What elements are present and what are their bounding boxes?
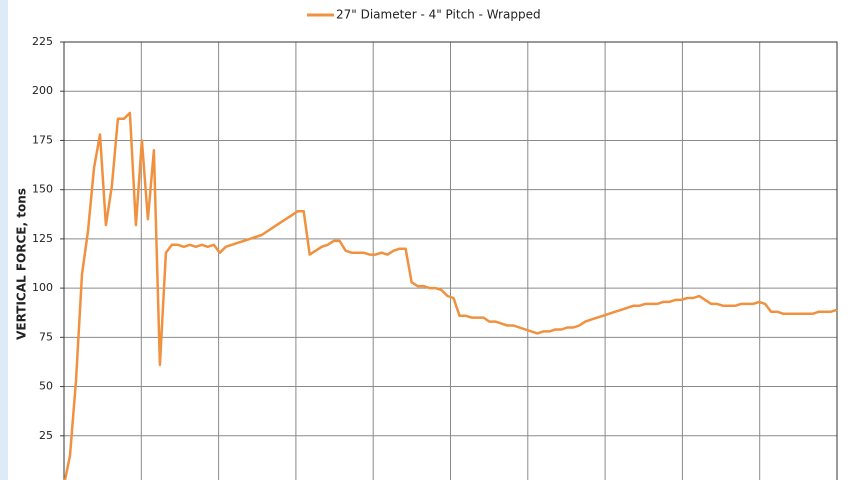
data-line xyxy=(63,111,838,480)
legend-label: 27" Diameter - 4" Pitch - Wrapped xyxy=(336,8,541,22)
side-strip xyxy=(0,0,8,480)
y-tick-label: 125 xyxy=(32,232,53,245)
y-tick-label: 75 xyxy=(39,330,53,343)
y-tick-label: 150 xyxy=(32,183,53,196)
y-tick-label: 50 xyxy=(39,380,53,393)
plot-border xyxy=(63,41,838,480)
y-tick-label: 25 xyxy=(39,429,53,442)
y-tick-label: 175 xyxy=(32,133,53,146)
y-tick-label: 225 xyxy=(32,35,53,48)
y-tick-label: 100 xyxy=(32,281,53,294)
y-axis-label: VERTICAL FORCE, tons xyxy=(15,188,29,340)
y-tick-label: 200 xyxy=(32,84,53,97)
